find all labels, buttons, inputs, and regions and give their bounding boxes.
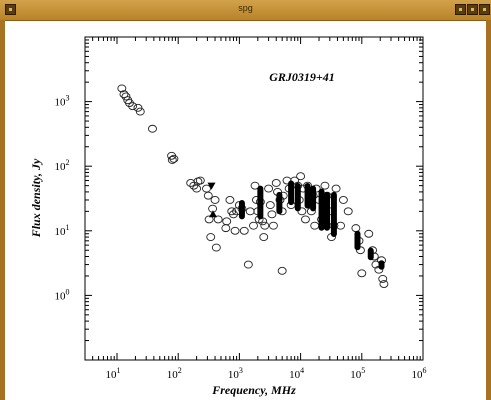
x-tick-label: 103 bbox=[228, 366, 243, 381]
data-point bbox=[195, 176, 205, 185]
data-points bbox=[117, 84, 389, 288]
data-point bbox=[265, 201, 275, 210]
data-point bbox=[296, 172, 306, 181]
data-point bbox=[243, 260, 253, 269]
data-point bbox=[210, 196, 220, 204]
data-point-cluster bbox=[294, 182, 301, 212]
y-tick-label: 103 bbox=[55, 94, 70, 109]
data-point bbox=[169, 154, 179, 163]
data-point-cluster bbox=[304, 182, 311, 209]
data-point bbox=[211, 243, 221, 252]
data-point bbox=[378, 274, 388, 283]
data-point bbox=[338, 196, 348, 204]
data-point-cluster bbox=[330, 191, 337, 238]
data-point-cluster bbox=[276, 191, 283, 215]
data-point bbox=[239, 226, 249, 235]
data-point bbox=[225, 196, 235, 204]
y-tick-label: 102 bbox=[55, 158, 70, 173]
data-point-cluster bbox=[318, 188, 325, 231]
plot-frame bbox=[84, 36, 424, 361]
data-point bbox=[268, 221, 278, 230]
data-point bbox=[271, 179, 281, 187]
maximize-icon[interactable] bbox=[467, 4, 478, 15]
minimize-icon[interactable] bbox=[455, 4, 466, 15]
data-point bbox=[290, 176, 300, 185]
x-tick-label: 105 bbox=[350, 366, 365, 381]
data-point bbox=[351, 224, 361, 233]
window-frame-right bbox=[486, 20, 491, 400]
data-point bbox=[119, 90, 129, 99]
chart-title: GRJ0319+41 bbox=[269, 70, 335, 84]
data-point bbox=[121, 92, 131, 101]
window-frame-left bbox=[0, 20, 5, 400]
data-point bbox=[222, 217, 232, 226]
data-point bbox=[230, 226, 240, 235]
data-point bbox=[260, 221, 270, 230]
data-point bbox=[213, 215, 223, 224]
data-point bbox=[297, 207, 307, 216]
x-tick-label: 101 bbox=[106, 366, 121, 381]
y-axis-label: Flux density, Jy bbox=[29, 158, 43, 238]
x-tick-label: 106 bbox=[412, 366, 427, 381]
data-point bbox=[264, 184, 274, 193]
data-point-cluster bbox=[378, 260, 385, 270]
x-axis-label: Frequency, MHz bbox=[211, 383, 296, 397]
title-bar: spg bbox=[0, 0, 491, 21]
x-tick-label: 102 bbox=[167, 366, 182, 381]
y-axis-ticks: 100 101 102 103 bbox=[55, 36, 423, 361]
data-point bbox=[148, 124, 157, 133]
data-point-cluster bbox=[238, 199, 245, 220]
data-point bbox=[203, 191, 213, 200]
data-point-cluster bbox=[257, 185, 264, 220]
data-point-lower-limit bbox=[208, 210, 217, 218]
data-point bbox=[204, 215, 214, 224]
data-point bbox=[133, 103, 143, 112]
data-point-cluster bbox=[288, 180, 295, 206]
x-tick-label: 104 bbox=[289, 366, 304, 381]
data-point bbox=[357, 269, 367, 278]
window-menu-icon[interactable] bbox=[5, 4, 16, 15]
data-point bbox=[221, 224, 231, 233]
data-point bbox=[206, 233, 216, 242]
data-point-upper-limit bbox=[207, 182, 216, 190]
data-point bbox=[300, 215, 310, 224]
data-point bbox=[343, 207, 353, 216]
data-point bbox=[249, 221, 258, 230]
data-point bbox=[202, 184, 211, 193]
data-point bbox=[259, 233, 269, 242]
data-point-cluster bbox=[367, 247, 374, 261]
y-tick-label: 101 bbox=[55, 223, 70, 238]
close-icon[interactable] bbox=[479, 4, 490, 15]
y-tick-label: 100 bbox=[55, 287, 70, 302]
data-point bbox=[186, 179, 196, 187]
data-point-cluster bbox=[323, 191, 330, 231]
data-point bbox=[128, 102, 138, 111]
data-point bbox=[320, 181, 330, 190]
data-point bbox=[229, 210, 238, 219]
data-point bbox=[310, 221, 320, 230]
data-point bbox=[277, 266, 287, 275]
data-point bbox=[135, 107, 145, 116]
data-point bbox=[364, 229, 374, 238]
data-point bbox=[379, 280, 389, 288]
data-point bbox=[117, 84, 127, 93]
data-point bbox=[267, 210, 277, 219]
data-point bbox=[250, 181, 260, 190]
data-point-cluster bbox=[310, 185, 317, 212]
data-point-cluster bbox=[354, 230, 361, 251]
x-axis-ticks: 101 102 103 104 105 106 bbox=[84, 37, 427, 381]
data-point bbox=[245, 207, 255, 216]
window-title: spg bbox=[238, 3, 253, 13]
data-point bbox=[167, 155, 177, 164]
data-point bbox=[331, 184, 341, 193]
